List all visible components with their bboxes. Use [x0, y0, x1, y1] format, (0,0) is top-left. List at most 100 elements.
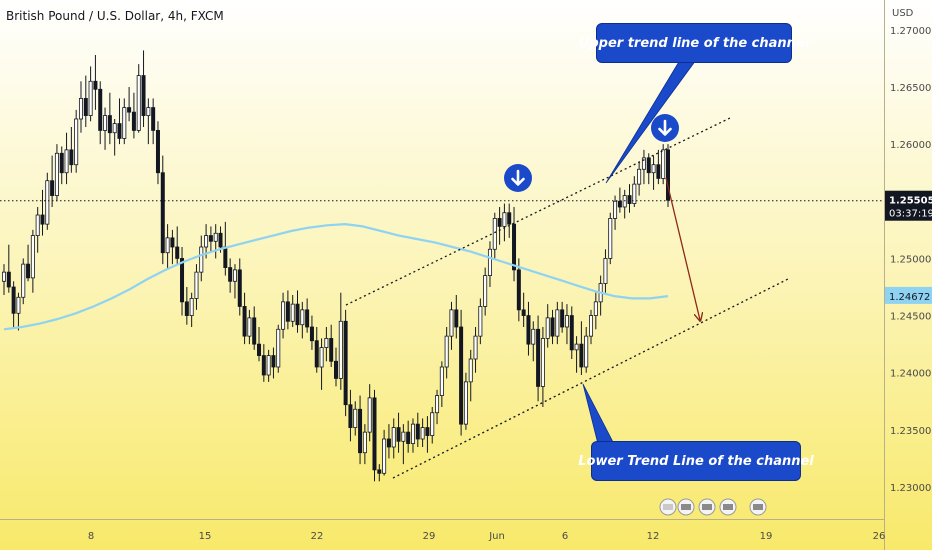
candle-body: [497, 218, 502, 227]
candle-body: [11, 286, 16, 314]
candle-body: [189, 298, 194, 316]
time-tick-label: 12: [647, 531, 660, 542]
candle-body: [300, 309, 305, 326]
candle-body: [74, 118, 79, 166]
down-arrow-glyph-icon: [511, 169, 525, 186]
current-price-label: 1.25505: [889, 196, 932, 207]
candle-body: [603, 258, 608, 284]
candle-body: [329, 338, 334, 362]
candle-body: [353, 408, 358, 428]
candle-body: [83, 98, 88, 116]
event-icons: [659, 498, 767, 516]
candle-body: [290, 303, 295, 322]
chart-title: British Pound / U.S. Dollar, 4h, FXCM: [6, 9, 224, 23]
current-price-badge: [885, 190, 932, 221]
candle-body: [88, 80, 93, 116]
price-tick-label: 1.27000: [890, 26, 931, 37]
candle-body: [550, 317, 555, 337]
candle-body: [16, 296, 21, 314]
candle-body: [589, 315, 594, 337]
candle-body: [78, 98, 83, 120]
candle-body: [252, 317, 257, 345]
event-flag-icon: [681, 504, 691, 510]
candle-body: [232, 269, 237, 282]
candle-body: [276, 328, 281, 368]
upper-channel-line: [345, 117, 731, 306]
candle-body: [319, 347, 324, 368]
candle-body: [627, 195, 632, 204]
time-tick-label: 22: [311, 531, 324, 542]
candle-body: [199, 246, 204, 273]
candle-body: [103, 115, 108, 131]
lower-channel-line: [392, 277, 791, 479]
candle-body: [569, 315, 574, 351]
candle-body: [410, 423, 415, 444]
candle-body: [131, 111, 136, 131]
price-tick-label: 1.23000: [890, 483, 931, 494]
candle-body: [247, 317, 252, 337]
candle-body: [420, 427, 425, 440]
candle-body: [117, 123, 122, 139]
candle-body: [439, 366, 444, 396]
moving-average-layer: [3, 223, 669, 331]
price-tick-label: 1.25000: [890, 254, 931, 265]
candle-body: [555, 309, 560, 337]
candle-body: [521, 309, 526, 316]
candle-body: [425, 427, 430, 436]
candle-body: [204, 235, 209, 248]
candle-body: [651, 164, 656, 174]
candle-body: [478, 306, 483, 337]
candle-body: [324, 338, 329, 348]
candle-body: [608, 218, 613, 259]
candle-body: [454, 309, 459, 328]
candle-body: [208, 235, 213, 242]
countdown-label: 03:37:19: [889, 209, 932, 220]
candle-body: [483, 275, 488, 307]
time-tick-label: 26: [873, 531, 886, 542]
time-tick-label: Jun: [488, 531, 505, 542]
candle-body: [516, 269, 521, 311]
candle-body: [406, 431, 411, 444]
candle-body: [26, 263, 31, 279]
candle-body: [372, 397, 377, 471]
candle-body: [459, 326, 464, 425]
candle-body: [314, 340, 319, 368]
price-tick-label: 1.24500: [890, 312, 931, 323]
candle-body: [338, 320, 343, 379]
candle-body: [637, 168, 642, 185]
candle-body: [64, 149, 69, 174]
candle-body: [223, 246, 228, 268]
candle-body: [377, 469, 382, 474]
candle-body: [237, 269, 242, 307]
candle-body: [444, 335, 449, 368]
candle-body: [646, 157, 651, 174]
time-tick-label: 19: [760, 531, 773, 542]
time-tick-label: 6: [562, 531, 568, 542]
currency-label: USD: [892, 8, 914, 19]
candle-body: [218, 232, 223, 248]
candle-body: [512, 223, 517, 271]
event-flag-icon: [702, 504, 712, 510]
candle-body: [45, 180, 50, 225]
projection-arrow: [665, 177, 700, 320]
candle-body: [574, 343, 579, 351]
candle-body: [656, 164, 661, 179]
event-flag-icon: [753, 504, 763, 510]
time-tick-label: 8: [88, 531, 94, 542]
candle-body: [136, 75, 141, 131]
candle-body: [194, 271, 199, 299]
candle-body: [146, 107, 151, 116]
candle-body: [271, 355, 276, 368]
candle-body: [281, 301, 286, 330]
candle-body: [531, 328, 536, 345]
candle-body: [295, 303, 300, 326]
candle-body: [617, 200, 622, 208]
candle-body: [155, 130, 160, 174]
candle-body: [98, 88, 103, 131]
candle-body: [391, 427, 396, 448]
candle-body: [30, 235, 35, 279]
candle-body: [151, 107, 156, 131]
moving-average-line: [3, 223, 669, 331]
